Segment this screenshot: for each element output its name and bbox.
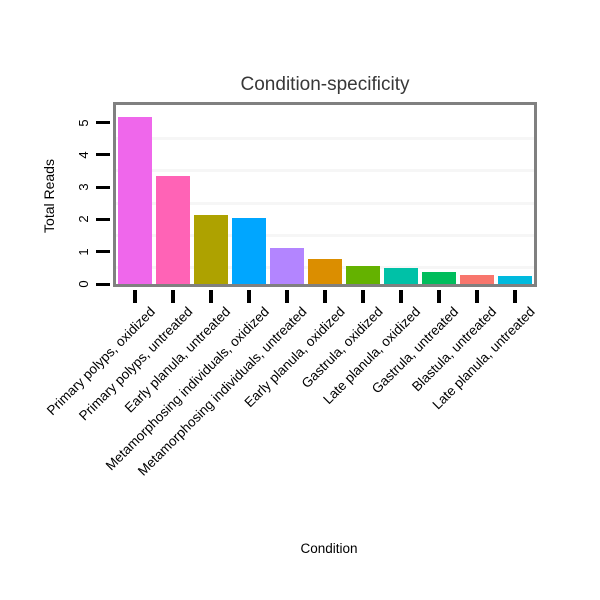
- bar: [270, 248, 304, 284]
- y-axis-tick: [96, 217, 110, 221]
- bar: [308, 259, 342, 284]
- x-axis-tick: [209, 290, 213, 303]
- minor-gridline: [116, 201, 534, 205]
- x-axis-tick: [475, 290, 479, 303]
- minor-gridline: [116, 169, 534, 173]
- x-axis-tick: [361, 290, 365, 303]
- x-axis-tick: [247, 290, 251, 303]
- y-axis-tick: [96, 250, 110, 254]
- x-axis-tick: [133, 290, 137, 303]
- x-axis-tick: [171, 290, 175, 303]
- bar: [498, 276, 532, 284]
- y-axis-tick: [96, 153, 110, 157]
- minor-gridline: [116, 137, 534, 141]
- y-tick-label: 5: [75, 118, 91, 127]
- chart-title: Condition-specificity: [240, 74, 410, 95]
- bar: [118, 117, 152, 284]
- x-axis-tick: [323, 290, 327, 303]
- bar: [422, 272, 456, 284]
- y-axis-tick: [96, 185, 110, 189]
- x-axis-tick: [513, 290, 517, 303]
- y-axis-title: Total Reads: [41, 159, 57, 233]
- bar: [460, 275, 494, 284]
- bar: [346, 266, 380, 284]
- x-axis-tick: [399, 290, 403, 303]
- bar: [232, 218, 266, 284]
- bar: [156, 176, 190, 284]
- y-axis-tick: [96, 282, 110, 286]
- y-axis-tick: [96, 121, 110, 124]
- minor-gridline: [116, 234, 534, 238]
- x-axis-tick: [437, 290, 441, 303]
- x-axis-tick: [285, 290, 289, 303]
- bar: [194, 215, 228, 284]
- x-axis-title: Condition: [300, 541, 358, 556]
- plot-panel: [113, 102, 537, 287]
- bar: [384, 268, 418, 284]
